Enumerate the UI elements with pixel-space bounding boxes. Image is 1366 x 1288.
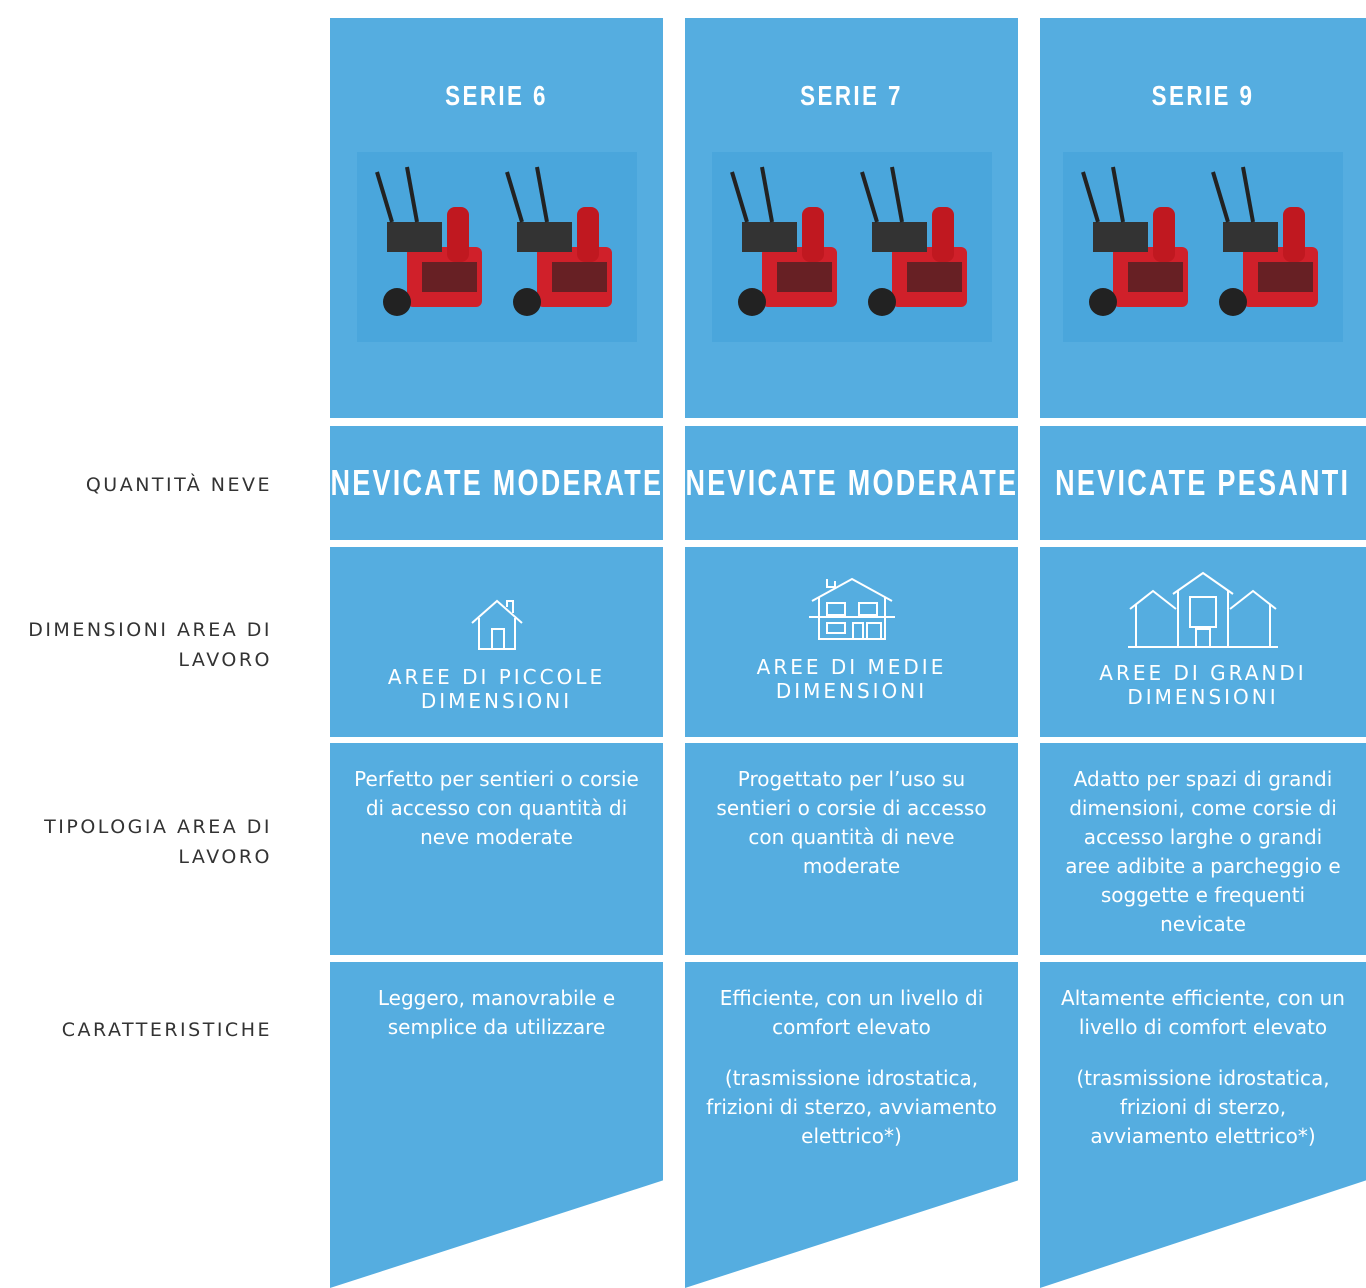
work-area-type: Perfetto per sentieri o corsie di access… [330, 743, 663, 955]
column-header: SERIE 7 [685, 18, 1018, 418]
snow-amount-text: NEVICATE MODERATE [685, 462, 1018, 503]
feature-text: (trasmissione idrostatica, frizioni di s… [706, 1066, 997, 1148]
work-area-size: AREE DI MEDIE DIMENSIONI [685, 547, 1018, 737]
work-area-size: AREE DI GRANDI DIMENSIONI [1040, 547, 1366, 737]
row-label: QUANTITÀ NEVE [85, 474, 272, 496]
snow-amount-text: NEVICATE MODERATE [330, 462, 663, 503]
column-header: SERIE 9 [1040, 18, 1366, 418]
area-text: AREE DI MEDIE DIMENSIONI [756, 655, 947, 703]
row-label: TIPOLOGIA AREA DI LAVORO [44, 816, 272, 868]
area-icon [685, 573, 1018, 647]
product-image [1063, 152, 1343, 342]
feature-text: Altamente efficiente, con un livello di … [1061, 986, 1345, 1039]
type-text: Adatto per spazi di grandi dimensioni, c… [1065, 767, 1341, 936]
area-icon [330, 593, 663, 657]
feature-text: Leggero, manovrabile e semplice da utili… [377, 986, 616, 1039]
features: Altamente efficiente, con un livello di … [1040, 962, 1366, 1288]
type-text: Progettato per l’uso su sentieri o corsi… [716, 767, 987, 878]
column-header: SERIE 6 [330, 18, 663, 418]
work-area-size: AREE DI PICCOLE DIMENSIONI [330, 547, 663, 737]
snow-amount: NEVICATE MODERATE [685, 426, 1018, 540]
snow-amount: NEVICATE MODERATE [330, 426, 663, 540]
column-title: SERIE 6 [445, 80, 548, 111]
snow-amount: NEVICATE PESANTI [1040, 426, 1366, 540]
features: Efficiente, con un livello di comfort el… [685, 962, 1018, 1288]
features: Leggero, manovrabile e semplice da utili… [330, 962, 663, 1288]
type-text: Perfetto per sentieri o corsie di access… [354, 767, 639, 849]
product-image [711, 152, 992, 342]
feature-text: (trasmissione idrostatica, frizioni di s… [1076, 1066, 1330, 1148]
work-area-type: Progettato per l’uso su sentieri o corsi… [685, 743, 1018, 955]
snow-amount-text: NEVICATE PESANTI [1055, 462, 1351, 503]
row-label: DIMENSIONI AREA DI LAVORO [28, 619, 272, 671]
area-icon [1040, 569, 1366, 653]
work-area-type: Adatto per spazi di grandi dimensioni, c… [1040, 743, 1366, 955]
column-title: SERIE 9 [1151, 80, 1255, 111]
column-title: SERIE 7 [800, 80, 903, 111]
feature-text: Efficiente, con un livello di comfort el… [719, 986, 984, 1039]
area-text: AREE DI GRANDI DIMENSIONI [1099, 661, 1307, 709]
area-text: AREE DI PICCOLE DIMENSIONI [387, 665, 606, 713]
row-label: CARATTERISTICHE [61, 1019, 272, 1041]
product-image [356, 152, 637, 342]
